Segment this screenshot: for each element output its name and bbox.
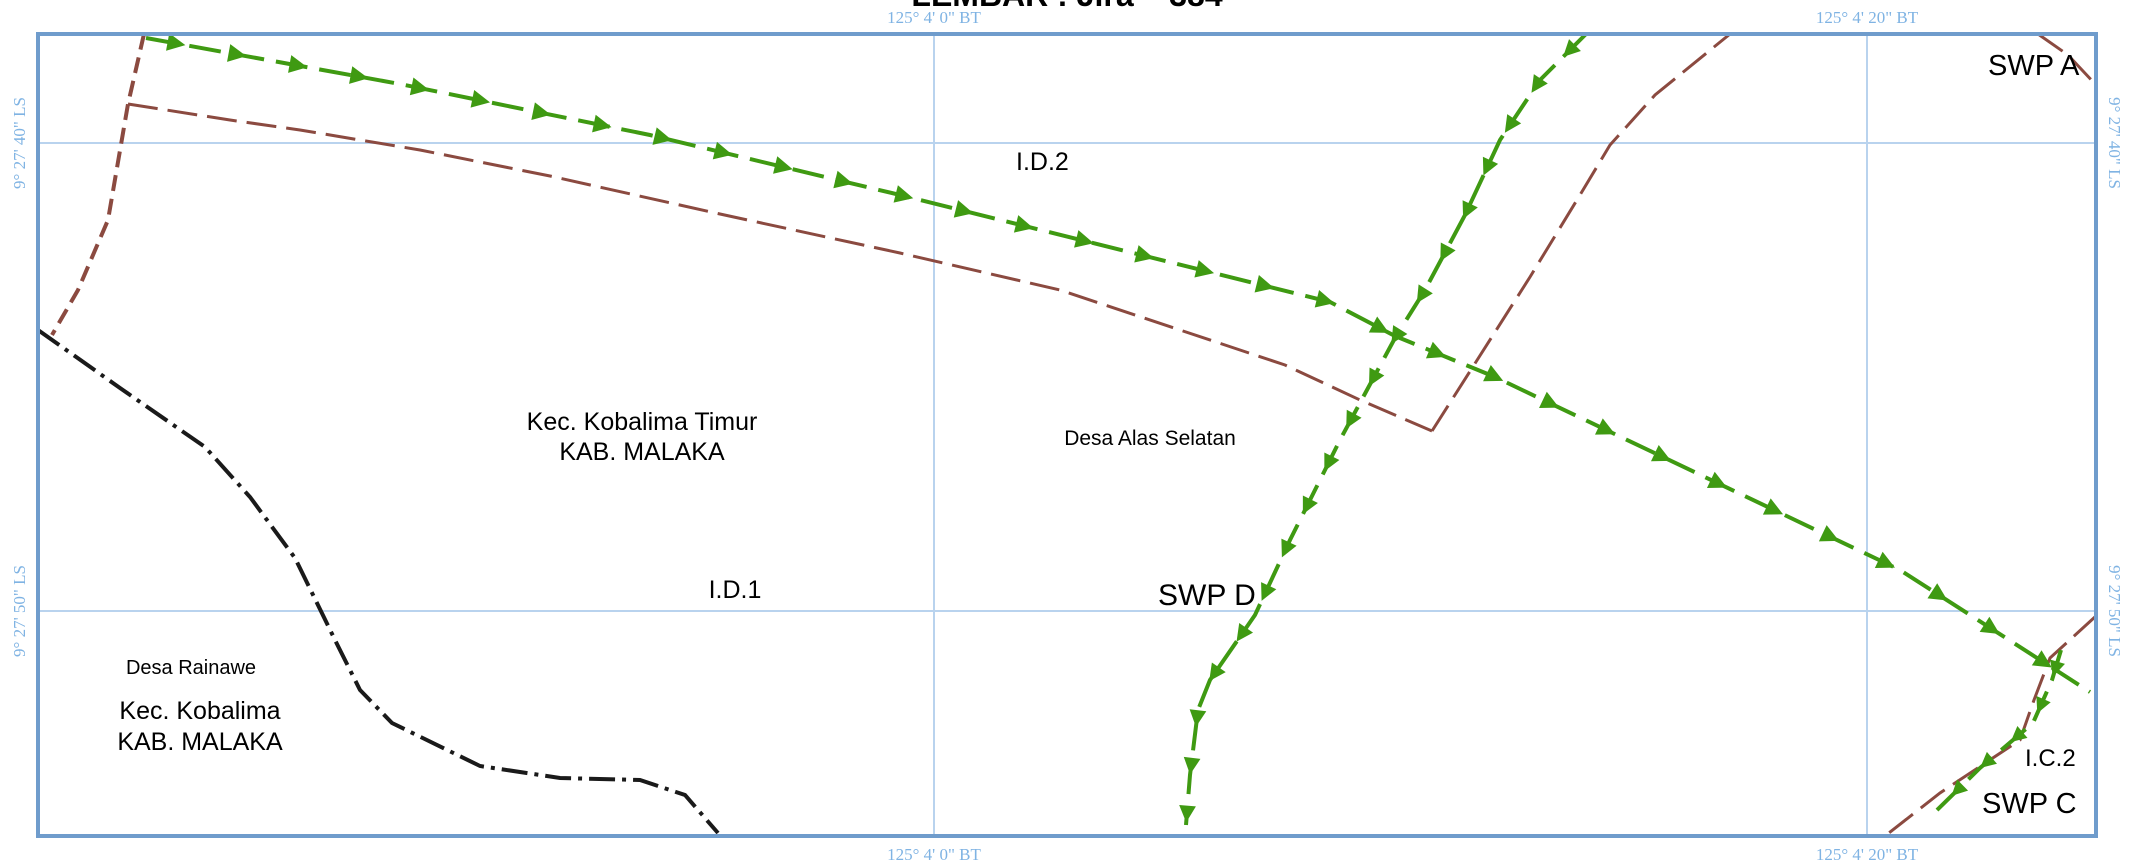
- label-ic2: I.C.2: [2025, 745, 2076, 772]
- swp-boundary-swp-d: [1184, 32, 1588, 826]
- swp-triangle-marker: [833, 170, 853, 189]
- desa-boundary-northeast-corner: [2037, 32, 2098, 87]
- swp-triangle-marker: [470, 89, 491, 108]
- swp-triangle-marker: [1254, 275, 1275, 293]
- label-swp-a: SWP A: [1988, 50, 2080, 82]
- label-id2: I.D.2: [1016, 148, 1069, 176]
- swp-triangle-marker: [652, 127, 673, 145]
- swp-triangle-marker: [1183, 756, 1201, 775]
- lon-label-bottom-1: 125° 4' 0" BT: [887, 845, 981, 864]
- swp-triangle-marker: [1261, 582, 1277, 601]
- swp-triangle-marker: [1425, 341, 1447, 359]
- swp-triangle-marker: [1762, 498, 1784, 515]
- label-swp-c: SWP C: [1982, 788, 2077, 820]
- swp-triangle-marker: [1416, 284, 1433, 304]
- swp-triangle-marker: [1706, 471, 1728, 488]
- label-desa-rainawe: Desa Rainawe: [126, 657, 256, 679]
- lat-label-right-2: 9° 27' 50" LS: [2105, 565, 2124, 657]
- label-desa-alas-selatan: Desa Alas Selatan: [1064, 427, 1236, 450]
- desa-boundary-north: [127, 102, 1433, 433]
- kecamatan-boundary: [36, 328, 720, 835]
- swp-triangle-marker: [1874, 551, 1895, 568]
- swp-triangle-marker: [1368, 316, 1389, 333]
- swp-triangle-marker: [773, 156, 793, 174]
- swp-triangle-marker: [592, 114, 612, 133]
- swp-triangle-marker: [1074, 230, 1094, 248]
- swp-boundary-triangles-a: [166, 33, 2052, 668]
- swp-triangle-marker: [1504, 114, 1522, 133]
- swp-triangle-marker: [2036, 695, 2051, 714]
- swp-triangle-marker: [1281, 538, 1297, 558]
- swp-triangle-marker: [1324, 452, 1340, 472]
- lon-label-bottom-2: 125° 4' 20" BT: [1816, 845, 1919, 864]
- swp-triangle-marker: [1013, 215, 1034, 233]
- swp-boundary-triangles-b: [1179, 39, 1581, 823]
- swp-triangle-marker: [1346, 409, 1362, 429]
- swp-triangle-marker: [1134, 245, 1154, 263]
- desa-boundaries: [127, 32, 2098, 838]
- swp-triangle-marker: [1440, 242, 1456, 262]
- label-kab-malaka-2: KAB. MALAKA: [117, 728, 283, 756]
- swp-triangle-marker: [1951, 779, 1969, 796]
- lat-label-left-1: 9° 27' 40" LS: [10, 97, 29, 189]
- swp-triangle-marker: [1462, 200, 1478, 220]
- sheet-title: LEMBAR : Jira – 384: [911, 0, 1222, 13]
- map-frame: [36, 32, 2098, 838]
- swp-triangle-marker: [349, 66, 369, 84]
- label-kec-kobalima-timur: Kec. Kobalima Timur: [527, 408, 758, 436]
- swp-triangle-marker: [1650, 445, 1672, 462]
- label-id1: I.D.1: [709, 576, 762, 604]
- swp-triangle-marker: [1483, 365, 1504, 382]
- swp-triangle-marker: [1314, 290, 1335, 308]
- swp-triangle-marker: [1368, 367, 1385, 387]
- swp-triangle-marker: [1539, 391, 1560, 408]
- swp-triangle-marker: [2031, 650, 2052, 668]
- swp-triangle-marker: [1980, 751, 1997, 768]
- swp-triangle-marker: [953, 200, 974, 218]
- lat-label-right-1: 9° 27' 40" LS: [2105, 97, 2124, 189]
- label-kab-malaka-1: KAB. MALAKA: [559, 438, 725, 466]
- swp-triangle-marker: [227, 44, 247, 62]
- desa-boundary-west: [50, 33, 146, 337]
- swp-triangle-marker: [1302, 495, 1318, 515]
- lon-label-top-2: 125° 4' 20" BT: [1816, 8, 1919, 27]
- swp-triangle-marker: [1391, 325, 1408, 344]
- swp-triangle-marker: [409, 77, 430, 96]
- lon-label-top-1: 125° 4' 0" BT: [887, 8, 981, 27]
- lat-label-left-2: 9° 27' 50" LS: [10, 565, 29, 657]
- swp-triangle-marker: [2050, 659, 2065, 677]
- swp-triangle-marker: [893, 185, 914, 203]
- desa-boundary-west-line: [50, 33, 146, 337]
- desa-boundary-southeast: [1884, 614, 2098, 838]
- swp-triangle-marker: [1236, 623, 1254, 642]
- swp-triangle-marker: [712, 141, 733, 160]
- swp-triangle-marker: [1194, 260, 1215, 278]
- swp-triangle-marker: [1189, 709, 1207, 727]
- swp-triangle-marker: [1927, 583, 1948, 601]
- swp-boundary-triangles-c: [1951, 659, 2065, 796]
- swp-triangle-marker: [1563, 39, 1581, 57]
- swp-triangle-marker: [531, 102, 551, 120]
- swp-triangle-marker: [1818, 525, 1840, 542]
- swp-triangle-marker: [1595, 418, 1616, 435]
- label-swp-d: SWP D: [1158, 579, 1256, 612]
- label-kec-kobalima: Kec. Kobalima: [119, 697, 280, 725]
- swp-triangle-marker: [1979, 616, 2000, 634]
- swp-triangle-marker: [166, 33, 186, 51]
- swp-triangle-marker: [2010, 726, 2028, 743]
- swp-triangle-marker: [1209, 662, 1226, 682]
- swp-triangle-marker: [288, 55, 308, 73]
- swp-triangle-marker: [1179, 804, 1196, 823]
- swp-triangle-marker: [1531, 74, 1548, 93]
- swp-triangle-marker: [1482, 156, 1499, 176]
- desa-boundary-vertical-east: [1430, 32, 1731, 432]
- kecamatan-boundary-line: [36, 328, 720, 835]
- swp-boundary-northwest-southeast: [145, 36, 2092, 694]
